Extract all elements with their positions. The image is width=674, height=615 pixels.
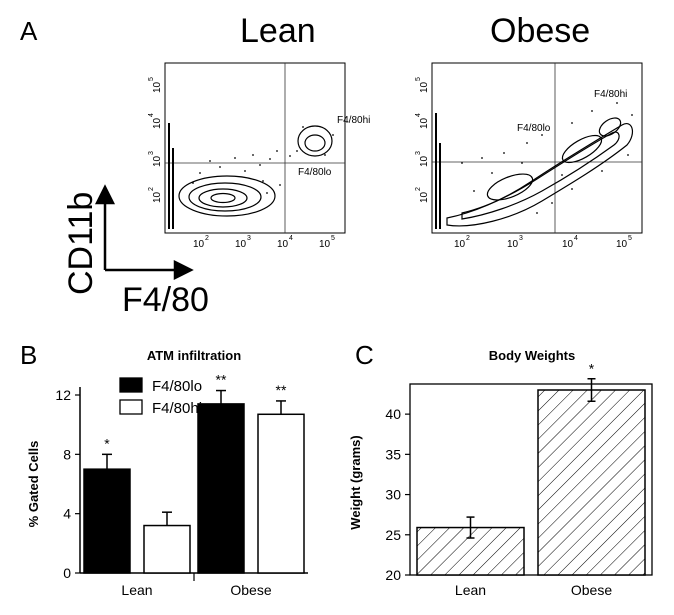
- flow-title-lean: Lean: [240, 12, 316, 50]
- legend-swatch: [119, 399, 143, 415]
- svg-text:10: 10: [152, 155, 163, 167]
- svg-text:10: 10: [193, 239, 205, 250]
- x-tick-label: Lean: [121, 582, 152, 598]
- svg-text:10: 10: [419, 155, 430, 167]
- axis-arrows: [94, 184, 194, 281]
- svg-text:3: 3: [247, 235, 251, 242]
- legend-swatch: [119, 377, 143, 393]
- scatter-dots: [461, 102, 633, 214]
- significance-marker: *: [104, 435, 110, 451]
- bar: [537, 389, 646, 576]
- scatter-dots: [192, 126, 334, 194]
- plot-frame: [431, 62, 643, 234]
- svg-text:10: 10: [277, 239, 289, 250]
- svg-text:10: 10: [419, 117, 430, 129]
- svg-text:10: 10: [454, 239, 466, 250]
- contour-hi-population: [297, 125, 333, 157]
- y-tick-label: 30: [385, 487, 401, 503]
- chart-atm-infiltration: ATM infiltration % Gated Cells 0 4 8 12 Lean * O…: [26, 348, 308, 598]
- flow-plot-obese: F4/80hi F4/80lo 102 103 104 105 102 103 …: [415, 62, 643, 250]
- y-tick-label: 20: [385, 567, 401, 583]
- panel-letter-a: A: [20, 16, 38, 46]
- svg-text:2: 2: [148, 187, 155, 191]
- gate-label-hi: F4/80hi: [594, 89, 627, 100]
- svg-text:4: 4: [415, 113, 422, 117]
- svg-text:10: 10: [419, 81, 430, 93]
- bar: [83, 468, 131, 574]
- svg-text:5: 5: [628, 235, 632, 242]
- svg-text:3: 3: [148, 151, 155, 155]
- svg-text:10: 10: [562, 239, 574, 250]
- flow-plots: F4/80hi F4/80lo 102 103 104 105 102 103 …: [62, 62, 643, 315]
- y-axis-label: Weight (grams): [348, 435, 363, 529]
- x-axis-ticks: 102 103 104 105: [193, 235, 335, 250]
- svg-text:4: 4: [148, 113, 155, 117]
- contour-main-population: [446, 117, 634, 227]
- svg-text:3: 3: [519, 235, 523, 242]
- svg-text:10: 10: [152, 81, 163, 93]
- y-axis-label: % Gated Cells: [26, 441, 41, 528]
- significance-marker: **: [216, 372, 227, 388]
- panel-letter-c: C: [355, 340, 374, 370]
- plot-frame: [164, 62, 346, 234]
- significance-marker: *: [589, 361, 595, 377]
- x-tick-label: Obese: [230, 582, 271, 598]
- gate-label-lo: F4/80lo: [517, 123, 551, 134]
- svg-text:5: 5: [148, 77, 155, 81]
- flow-plot-lean: F4/80hi F4/80lo 102 103 104 105 102 103 …: [148, 62, 370, 250]
- svg-text:5: 5: [331, 235, 335, 242]
- y-tick-label: 0: [63, 565, 71, 581]
- svg-text:10: 10: [152, 191, 163, 203]
- axis-edge-events: [435, 113, 441, 229]
- contour-main-population: [178, 175, 276, 217]
- y-tick-label: 35: [385, 446, 401, 462]
- legend-label: F4/80hi: [152, 400, 202, 417]
- x-tick-label: Obese: [571, 582, 612, 598]
- bar: [257, 413, 305, 574]
- y-axis-ticks: 102 103 104 105: [415, 77, 430, 203]
- x-tick-label: Lean: [455, 582, 486, 598]
- svg-text:10: 10: [616, 239, 628, 250]
- gate-label-lo: F4/80lo: [298, 167, 332, 178]
- bar: [143, 524, 191, 574]
- plot-frame: [409, 383, 653, 576]
- svg-text:2: 2: [466, 235, 470, 242]
- svg-text:4: 4: [574, 235, 578, 242]
- svg-text:10: 10: [507, 239, 519, 250]
- y-tick-label: 4: [63, 506, 71, 522]
- cd11b-axis-label: CD11b: [62, 192, 100, 295]
- svg-text:10: 10: [235, 239, 247, 250]
- chart-body-weights: Body Weights Weight (grams) 20 25 30 35 40 Lean…: [348, 348, 653, 598]
- y-tick-label: 8: [63, 446, 71, 462]
- y-tick-label: 40: [385, 406, 401, 422]
- f480-arrow-head: [173, 259, 194, 281]
- axis-edge-events: [168, 123, 174, 229]
- svg-text:2: 2: [205, 235, 209, 242]
- x-axis-ticks: 102 103 104 105: [454, 235, 632, 250]
- svg-text:3: 3: [415, 151, 422, 155]
- panel-letter-b: B: [20, 340, 38, 370]
- flow-title-obese: Obese: [490, 12, 591, 50]
- svg-text:2: 2: [415, 187, 422, 191]
- chart-title: Body Weights: [489, 348, 575, 363]
- y-tick-label: 25: [385, 527, 401, 543]
- cd11b-arrow-head: [94, 184, 116, 205]
- legend-label: F4/80lo: [152, 378, 202, 395]
- chart-title: ATM infiltration: [147, 348, 241, 363]
- bar: [197, 403, 245, 574]
- svg-text:5: 5: [415, 77, 422, 81]
- svg-text:10: 10: [319, 239, 331, 250]
- significance-marker: **: [276, 382, 287, 398]
- svg-text:10: 10: [419, 191, 430, 203]
- f480-axis-label: F4/80: [122, 281, 209, 315]
- y-tick-label: 12: [55, 387, 71, 403]
- svg-text:4: 4: [289, 235, 293, 242]
- svg-text:10: 10: [152, 117, 163, 129]
- y-axis-ticks: 102 103 104 105: [148, 77, 163, 203]
- gate-label-hi: F4/80hi: [337, 115, 370, 126]
